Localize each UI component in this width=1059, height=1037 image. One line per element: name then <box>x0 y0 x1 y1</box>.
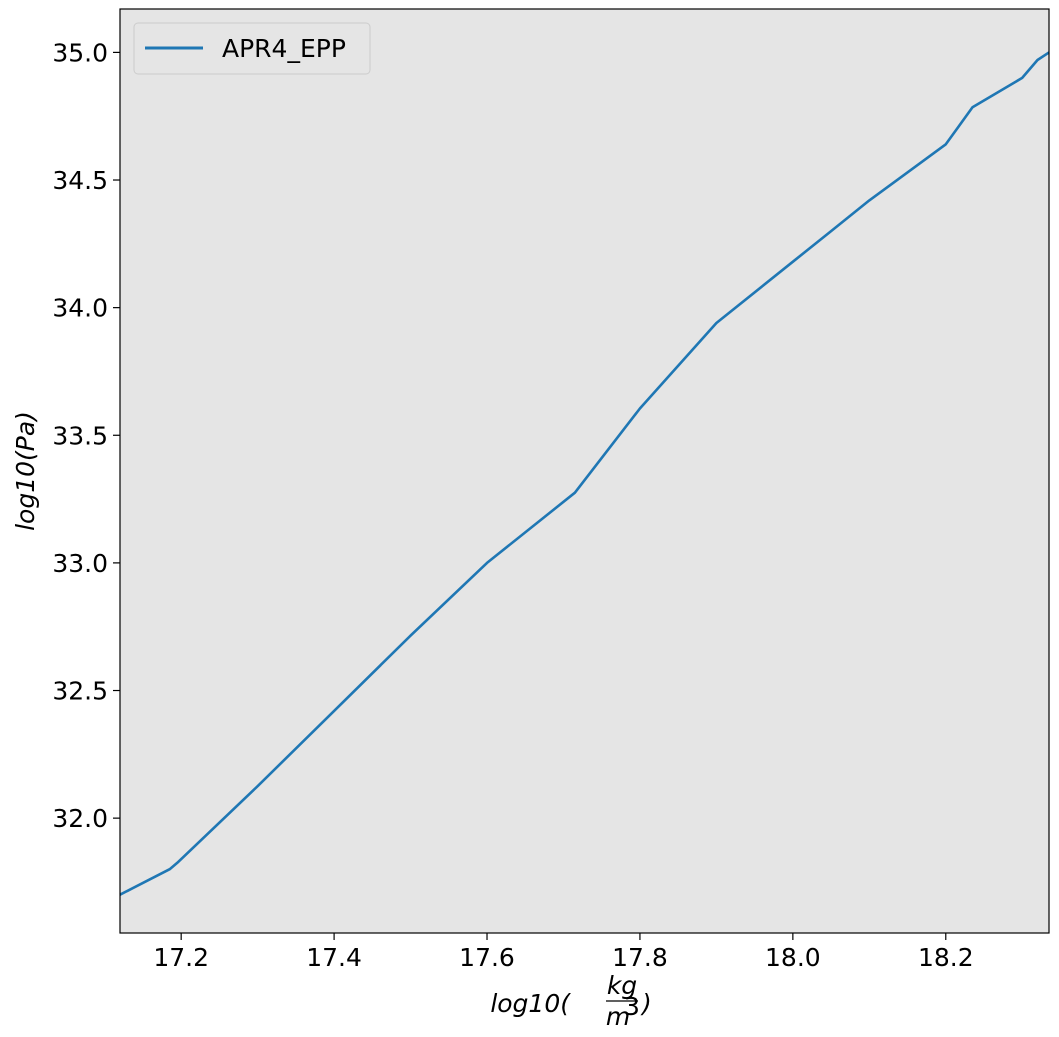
plot-frame <box>119 8 1050 934</box>
y-tick-label: 32.5 <box>52 677 108 706</box>
legend: APR4_EPP <box>133 22 371 75</box>
x-tick-label: 17.8 <box>612 943 668 972</box>
x-tick-label: 17.6 <box>459 943 515 972</box>
x-tick-label: 18.2 <box>918 943 974 972</box>
x-axis: 17.2 17.4 17.6 17.8 18.0 18.2 <box>153 933 974 972</box>
x-axis-label-suffix: ) <box>640 989 652 1018</box>
y-tick-label: 33.0 <box>52 549 108 578</box>
x-axis-label-frac-den-sup: 3 <box>624 992 640 1021</box>
legend-label: APR4_EPP <box>222 34 346 63</box>
y-tick-label: 34.0 <box>52 294 108 323</box>
y-tick-label: 34.5 <box>52 166 108 195</box>
series-line-apr4-epp <box>119 51 1050 896</box>
y-tick-label: 32.0 <box>52 804 108 833</box>
x-tick-label: 17.4 <box>306 943 362 972</box>
y-tick-label: 33.5 <box>52 421 108 450</box>
y-axis-label: log10(Pa) <box>11 411 40 531</box>
x-axis-label: log10( <box>490 989 571 1018</box>
x-axis-label-frac-den: m <box>606 1002 630 1031</box>
legend-box <box>133 22 371 75</box>
y-axis: 32.0 32.5 33.0 33.5 34.0 34.5 35.0 <box>52 38 120 833</box>
series-layer <box>119 51 1050 896</box>
y-tick-label: 35.0 <box>52 38 108 67</box>
plot-area <box>120 9 1049 933</box>
x-axis-label-prefix: log10( <box>490 989 571 1018</box>
x-tick-label: 17.2 <box>153 943 209 972</box>
x-axis-label-frac-num: kg <box>607 971 637 1000</box>
x-tick-label: 18.0 <box>765 943 821 972</box>
